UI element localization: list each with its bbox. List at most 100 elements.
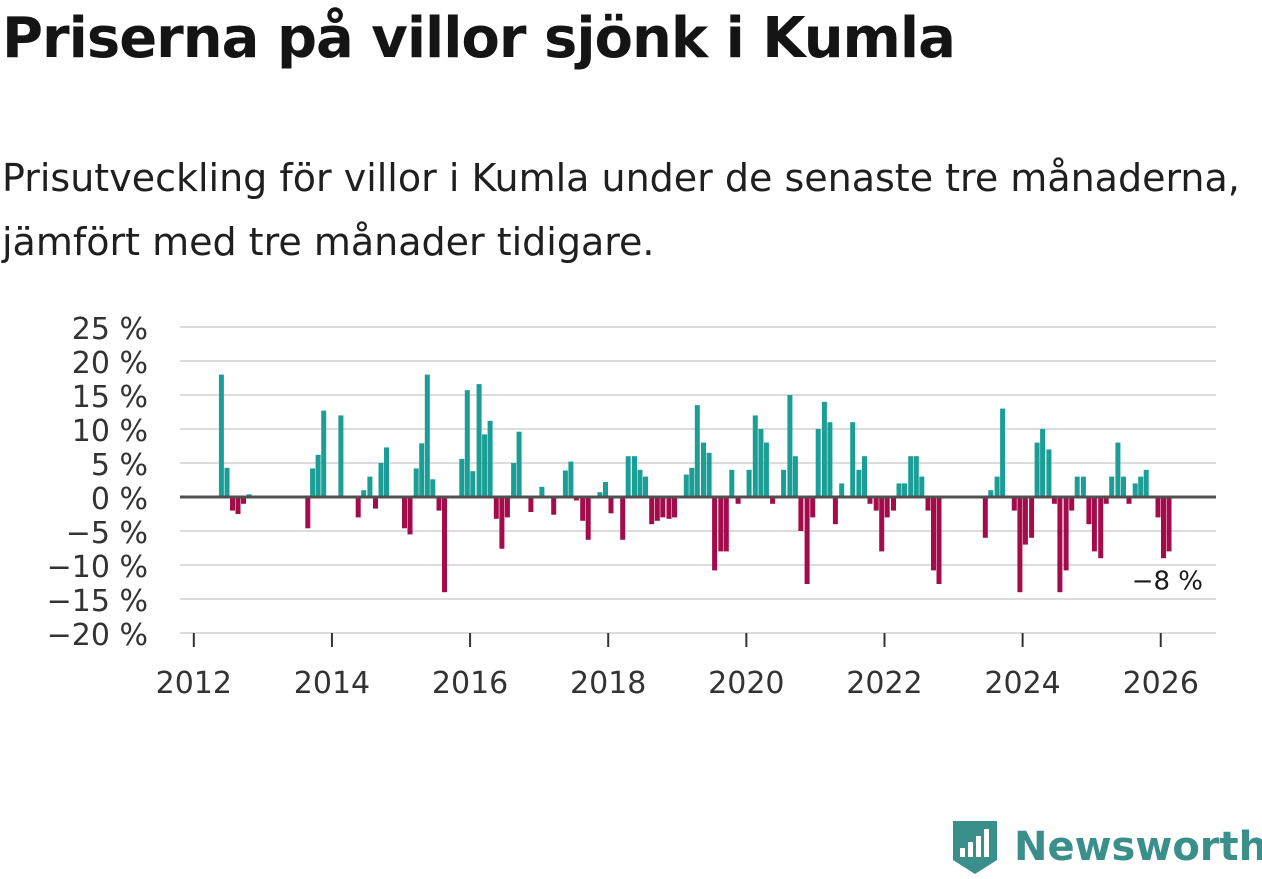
- bar: [982, 497, 988, 538]
- bar: [729, 469, 735, 497]
- bar: [499, 497, 505, 549]
- bar: [706, 452, 712, 497]
- x-tick-label: 2014: [294, 666, 370, 701]
- bar: [580, 497, 586, 521]
- bar: [804, 497, 810, 584]
- x-tick-label: 2018: [570, 666, 646, 701]
- bar: [925, 497, 931, 511]
- bar: [850, 422, 856, 497]
- bar: [781, 469, 787, 497]
- bar: [752, 415, 758, 497]
- bar: [637, 469, 643, 497]
- bar: [654, 497, 660, 521]
- y-tick-label: 5 %: [91, 448, 148, 483]
- bar: [1086, 497, 1092, 525]
- last-value-label: −8 %: [1132, 566, 1203, 596]
- bar: [1155, 497, 1161, 518]
- bar: [649, 497, 655, 525]
- x-tick-label: 2026: [1123, 666, 1199, 701]
- bar: [1143, 469, 1149, 497]
- bar: [919, 476, 925, 497]
- x-tick-label: 2024: [984, 666, 1060, 701]
- bar: [224, 467, 230, 497]
- brand-logo: Newsworthy: [950, 818, 1262, 876]
- bar: [902, 483, 907, 497]
- bar: [424, 374, 430, 497]
- bar: [1121, 476, 1126, 497]
- bar: [1115, 442, 1121, 497]
- bar: [827, 422, 833, 497]
- bar: [539, 486, 545, 497]
- bar: [792, 456, 798, 497]
- bar: [470, 471, 476, 497]
- bar: [746, 469, 752, 497]
- bar: [487, 420, 493, 497]
- bar: [407, 497, 413, 535]
- bar: [879, 497, 885, 552]
- bar: [361, 490, 367, 497]
- bar: [1022, 497, 1028, 545]
- newsworthy-logo-icon: [953, 821, 997, 874]
- bar: [218, 374, 224, 497]
- chart-title: Priserna på villor sjönk i Kumla: [2, 6, 956, 71]
- bar: [1138, 476, 1144, 497]
- bar: [378, 463, 384, 497]
- y-tick-label: 15 %: [72, 380, 148, 415]
- bar: [994, 476, 1000, 497]
- bar: [504, 497, 510, 518]
- bar: [338, 415, 344, 497]
- bar: [815, 429, 821, 497]
- bar: [568, 461, 574, 497]
- bar: [402, 497, 407, 529]
- bar: [1166, 497, 1172, 552]
- bar: [482, 434, 488, 497]
- bar: [1040, 429, 1046, 497]
- bar: [666, 497, 672, 519]
- bar: [1074, 476, 1080, 497]
- bar: [913, 456, 919, 497]
- bar: [936, 497, 942, 584]
- bar: [1132, 483, 1138, 497]
- bar: [1029, 497, 1035, 538]
- bar: [603, 482, 608, 497]
- bar: [315, 454, 321, 497]
- bar: [701, 442, 706, 497]
- bar: [436, 497, 442, 511]
- bar: [413, 468, 419, 497]
- bar: [305, 497, 311, 529]
- bar: [1011, 497, 1017, 511]
- bar: [459, 458, 465, 497]
- bar: [1091, 497, 1097, 552]
- bar: [367, 476, 373, 497]
- y-tick-label: −5 %: [66, 516, 148, 551]
- bar: [573, 497, 579, 501]
- brand-name: Newsworthy: [1014, 824, 1262, 870]
- bar: [718, 497, 724, 552]
- bar: [373, 497, 378, 509]
- bar: [384, 447, 389, 497]
- bar: [625, 456, 631, 497]
- bar: [597, 492, 603, 497]
- bar: [620, 497, 626, 540]
- bar: [241, 497, 246, 504]
- bar: [1063, 497, 1069, 571]
- x-tick-label: 2022: [846, 666, 922, 701]
- bar: [419, 443, 425, 497]
- bar: [608, 497, 614, 514]
- bar: [355, 497, 361, 518]
- bar: [310, 468, 316, 497]
- bar: [1161, 497, 1166, 559]
- y-tick-label: 20 %: [72, 346, 148, 381]
- bar: [230, 497, 235, 511]
- bar: [493, 497, 499, 519]
- bar: [683, 474, 689, 497]
- bar: [862, 456, 867, 497]
- bar-chart: 25 %20 %15 %10 %5 %0 %−5 %−10 %−15 %−20 …: [47, 312, 1216, 701]
- bar: [442, 497, 447, 593]
- bar: [873, 497, 879, 511]
- bar: [884, 497, 890, 518]
- bar: [511, 463, 517, 497]
- bar: [1109, 476, 1115, 497]
- x-tick-label: 2016: [432, 666, 508, 701]
- bar: [896, 483, 902, 497]
